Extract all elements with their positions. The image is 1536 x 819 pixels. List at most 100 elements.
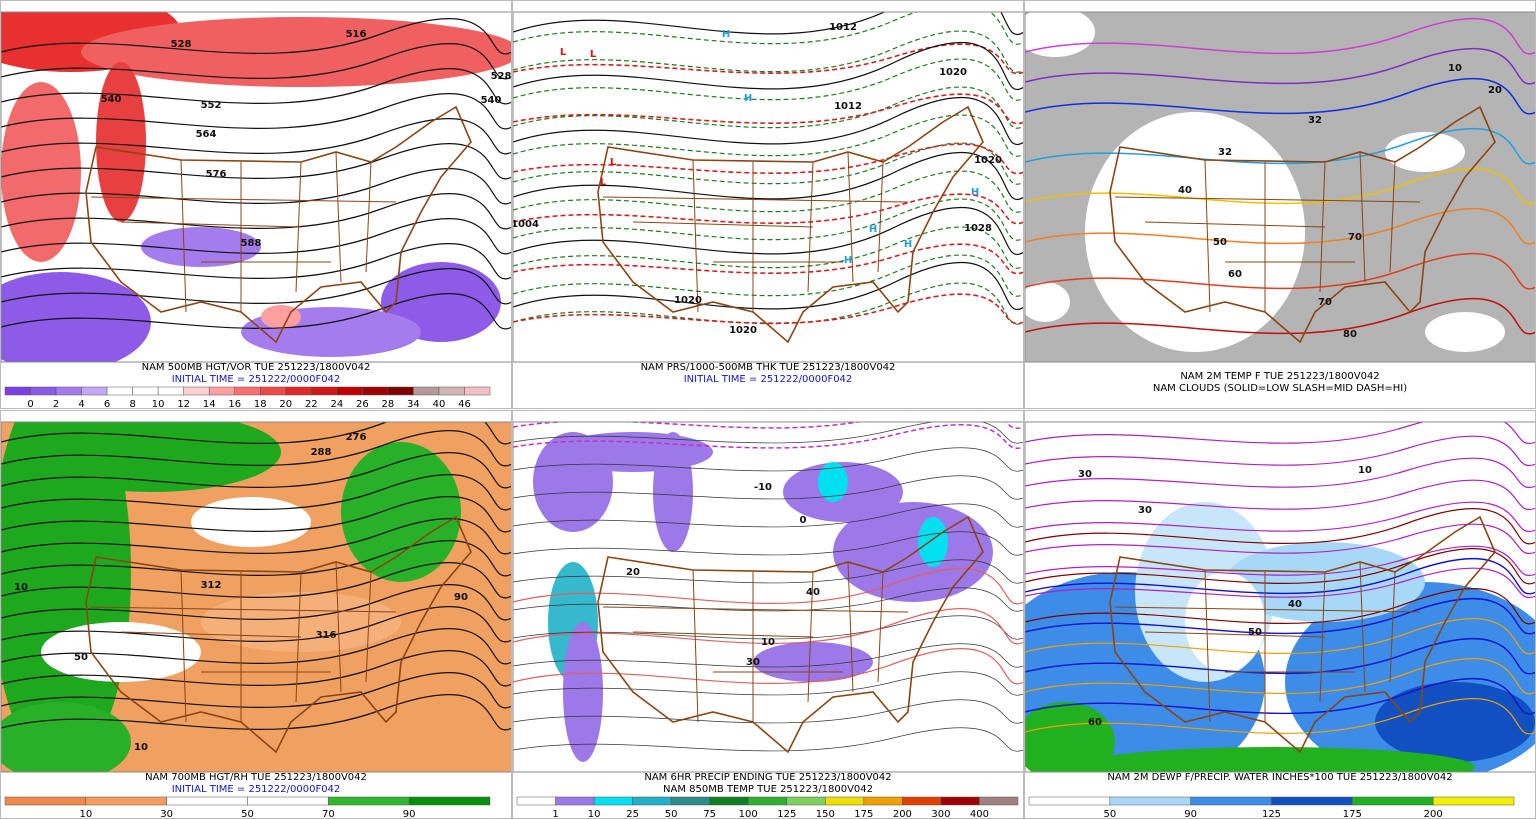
colorbar-label: 400 [970,809,989,819]
contour-label: 40 [1178,185,1192,196]
caption: NAM PRS/1000-500MB THK TUE 251223/1800V0… [641,362,896,373]
state-border [180,569,187,723]
state-border [1204,569,1211,723]
caption: NAM CLOUDS (SOLID=LOW SLASH=MID DASH=HI) [1153,383,1407,394]
contour-label: 10 [14,582,28,593]
colorbar-label: 70 [322,809,335,819]
contour-line [513,96,1024,145]
colorbar-label: 175 [1343,809,1362,819]
contour-line [1,650,512,687]
contour-line [1025,297,1536,335]
contour-line [1025,207,1536,245]
contour-line [1,243,512,280]
colorbar-swatch [30,386,57,396]
state-border [1389,571,1396,683]
contour-line [1025,567,1536,599]
contour-line [1,18,512,55]
colorbar-label: 12 [177,399,190,410]
contour-label: 50 [1248,627,1262,638]
colorbar-swatch [4,386,31,396]
colorbar-label: 20 [279,399,292,410]
contour-line [1025,637,1536,675]
caption: INITIAL TIME = 251222/0000F042 [172,784,341,795]
colorbar-swatch [157,386,184,396]
contour-line [1,193,512,230]
field-area [96,62,146,222]
contour-line [513,243,1024,275]
colorbar-swatch [260,386,287,396]
contour-line [1,562,512,599]
contour-label: 70 [1318,297,1332,308]
colorbar-swatch [166,796,248,806]
contour-line [1025,252,1536,290]
contour-line [513,671,1024,696]
field-area [1025,702,1115,772]
contour-line [1,430,512,467]
colorbar-label: 22 [305,399,318,410]
contour-label: 70 [1348,232,1362,243]
field-area [1025,282,1070,322]
colorbar-swatch [979,796,1019,806]
colorbar-label: 8 [129,399,135,410]
contour-label: 10 [134,742,148,753]
colorbar-swatch [709,796,749,806]
contour-label: 1020 [729,325,757,336]
colorbar-swatch [247,796,329,806]
colorbar-label: 90 [403,809,416,819]
panel-frame [0,0,512,409]
field-area [41,622,201,682]
caption: NAM 2M DEWP F/PRECIP. WATER INCHES*100 T… [1107,772,1452,783]
colorbar-swatch [4,796,87,806]
field-area [818,462,848,502]
contour-label: 40 [806,587,820,598]
field-area [201,592,401,652]
colorbar-swatch [902,796,942,806]
colorbar-swatch [464,386,491,396]
contour-label: -10 [754,482,772,493]
contour-label: 50 [1213,237,1227,248]
contour-line [1025,557,1536,595]
state-border [1114,196,1421,203]
contour-line [1,474,512,511]
contour-label: L [600,177,607,188]
colorbar-swatch [234,386,261,396]
contour-line [513,254,1024,297]
contour-line [513,226,1024,269]
contour-line [1025,479,1536,511]
contour-line [1025,588,1536,625]
contour-line [1025,47,1536,85]
contour-label: H [722,29,730,40]
colorbar-label: 50 [1103,809,1116,819]
contour-line [513,12,1024,45]
contour-line [1,93,512,130]
contour-line [1025,457,1536,489]
map-bg [513,12,1024,362]
contour-label: 40 [1288,599,1302,610]
colorbar-label: 26 [356,399,369,410]
colorbar-label: 10 [588,809,601,819]
caption: NAM 850MB TEMP TUE 251223/1800V042 [663,784,873,795]
map: 528 516 540 552 564 576 588 540 528 [1,12,512,362]
colorbar-label: 46 [458,399,471,410]
colorbar-label: 30 [160,809,173,819]
colorbar-label: 6 [104,399,110,410]
map: 30 30 40 50 60 10 [1025,422,1536,772]
contour-label: 10 [761,637,775,648]
colorbar-swatch [940,796,980,806]
state-border [847,151,854,283]
field-area [21,422,281,492]
colorbar-label: 2 [53,399,59,410]
contour-line [513,143,1024,175]
contour-label: H [744,93,752,104]
caption: NAM 700MB HGT/RH TUE 251223/1800V042 [145,772,367,783]
contour-label: 1012 [834,101,862,112]
contour-label: 30 [746,657,760,668]
contour-line [513,114,1024,157]
contour-label: 10 [1358,465,1372,476]
contour-line [1025,435,1536,467]
contour-line [513,587,1024,612]
contour-line [1,293,512,330]
state-border [1389,161,1396,273]
field-area [1425,312,1505,352]
contour-line [513,531,1024,556]
